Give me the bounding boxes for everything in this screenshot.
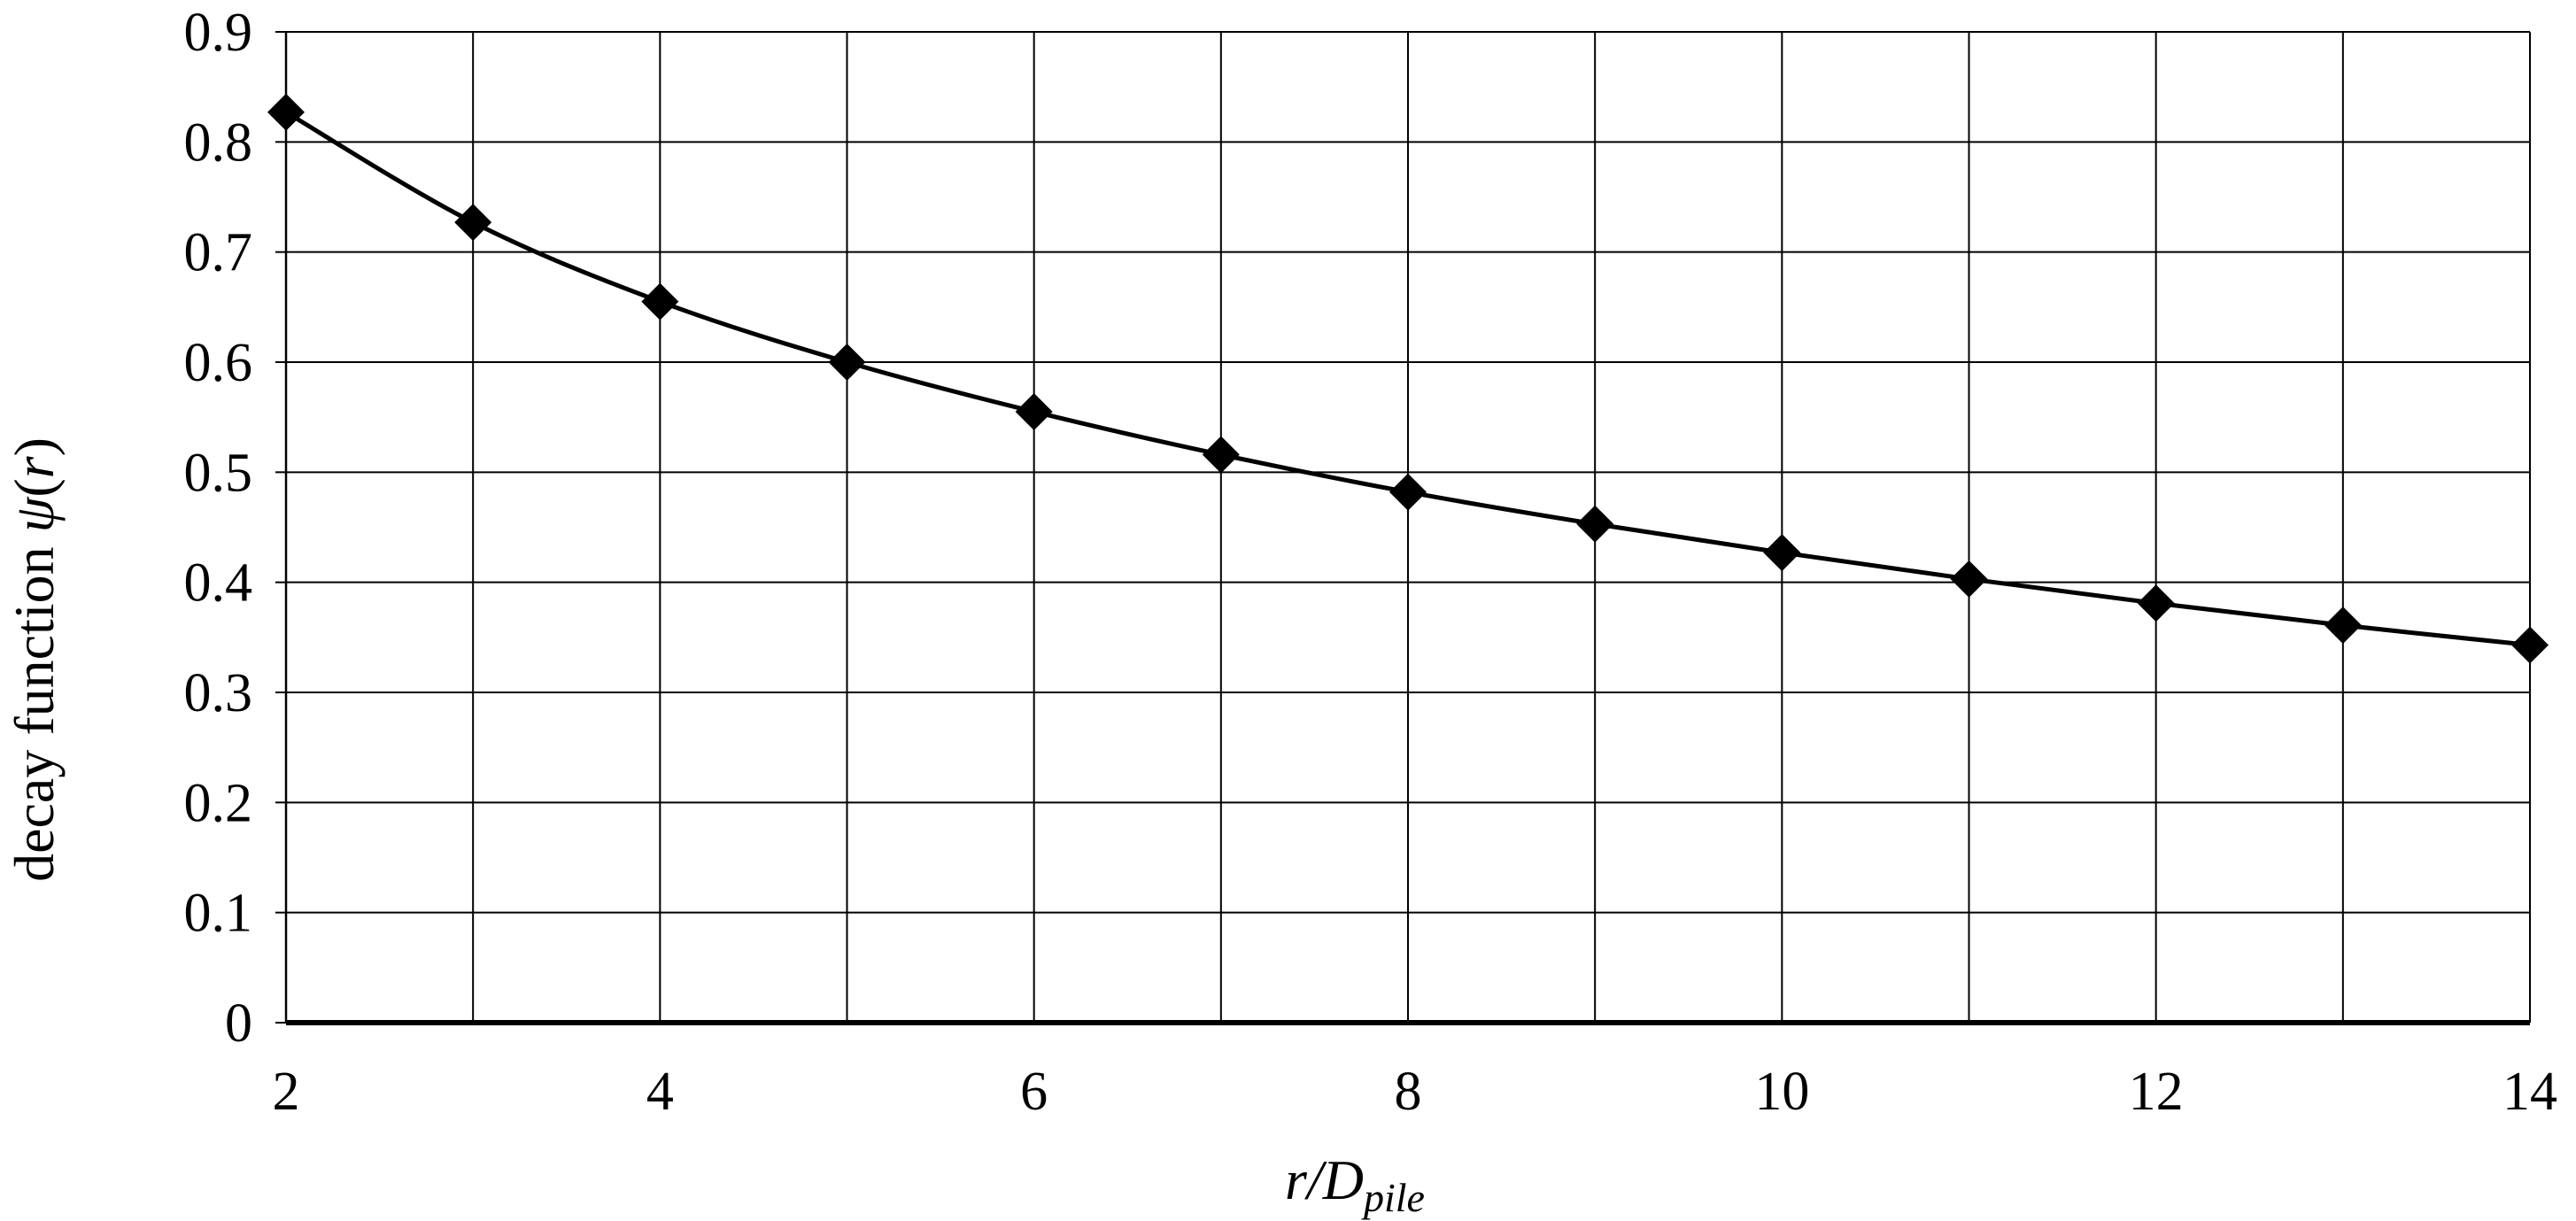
y-axis-title: decay function ψ(r) xyxy=(3,437,66,882)
y-tick-label: 0.7 xyxy=(184,223,253,283)
tick-label-layer: 0 0.1 0.2 0.3 0.4 0.5 0.6 0.7 0.8 0.9 2 4 6 8 10 12 14 xyxy=(184,3,2558,1122)
data-point-diamond xyxy=(641,282,679,321)
y-axis-title-variable: r xyxy=(3,455,66,478)
x-tick-label: 2 xyxy=(273,1062,300,1122)
y-tick-label: 0.3 xyxy=(184,663,253,723)
x-axis-title-main: r/D xyxy=(1285,1148,1364,1211)
x-tick-label: 4 xyxy=(646,1062,674,1122)
y-tick-label: 0.9 xyxy=(184,3,253,63)
data-point-diamond xyxy=(2511,626,2549,664)
y-tick-label: 0.2 xyxy=(184,773,253,833)
x-tick-label: 10 xyxy=(1754,1062,1809,1122)
data-point-diamond xyxy=(1763,534,1801,572)
series-layer xyxy=(267,93,2549,664)
y-axis-title-symbol: ψ xyxy=(3,496,66,532)
grid-layer xyxy=(285,31,2531,1023)
y-axis-title-main: decay function xyxy=(3,532,66,882)
y-tick-label: 0.1 xyxy=(184,884,253,944)
x-axis-title: r/Dpile xyxy=(1285,1148,1425,1220)
x-tick-label: 12 xyxy=(2129,1062,2184,1122)
x-tick-label: 14 xyxy=(2503,1062,2557,1122)
data-point-diamond xyxy=(1202,436,1240,474)
x-tick-label: 6 xyxy=(1020,1062,1048,1122)
y-axis-title-close-paren: ) xyxy=(3,437,66,456)
y-tick-label: 0.8 xyxy=(184,112,253,173)
data-point-diamond xyxy=(1950,560,1988,598)
y-tick-label: 0 xyxy=(225,993,252,1054)
x-axis-title-subscript: pile xyxy=(1361,1175,1425,1220)
data-point-diamond xyxy=(267,93,305,131)
data-point-diamond xyxy=(2137,584,2175,622)
data-point-diamond xyxy=(454,204,492,242)
data-point-diamond xyxy=(1389,473,1427,511)
y-tick-label: 0.5 xyxy=(184,443,253,503)
data-point-diamond xyxy=(2324,607,2362,645)
x-tick-label: 8 xyxy=(1395,1062,1422,1122)
data-point-diamond xyxy=(1015,392,1053,430)
data-point-diamond xyxy=(828,344,866,381)
y-tick-label: 0.6 xyxy=(184,333,253,393)
data-point-diamond xyxy=(1576,505,1614,543)
axis-layer xyxy=(275,31,2531,1025)
y-tick-label: 0.4 xyxy=(184,553,253,614)
y-axis-title-open-paren: ( xyxy=(3,478,66,497)
